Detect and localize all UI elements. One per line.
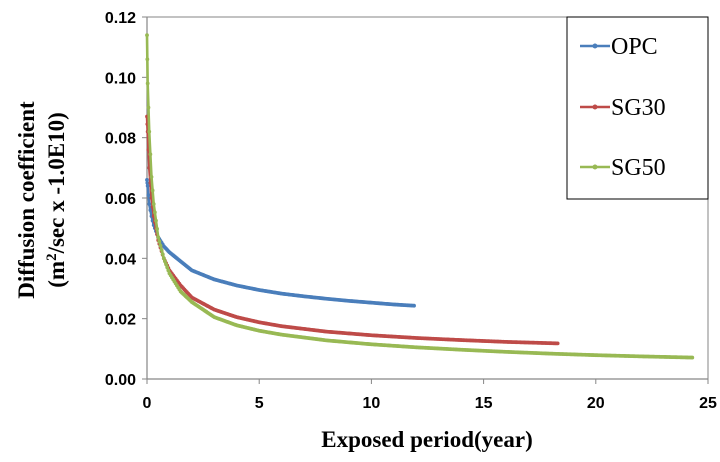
legend-label-sg30: SG30 xyxy=(611,95,666,121)
y-tick-label: 0.00 xyxy=(105,372,136,389)
y-tick-label: 0.04 xyxy=(105,251,136,268)
data-point-sg50 xyxy=(165,265,170,270)
legend-marker-opc xyxy=(592,43,598,49)
series-markers-sg30 xyxy=(145,114,560,346)
data-point-sg30 xyxy=(555,341,560,346)
data-point-opc xyxy=(145,178,149,182)
x-tick-label: 15 xyxy=(475,395,493,412)
x-tick-label: 10 xyxy=(363,395,381,412)
y-tick-label: 0.12 xyxy=(105,10,136,27)
series-markers-sg50 xyxy=(145,33,695,360)
legend-label-sg50: SG50 xyxy=(611,155,666,181)
data-point-sg50 xyxy=(150,188,155,193)
data-point-sg50 xyxy=(159,247,164,252)
legend-item-opc: OPC xyxy=(580,34,658,60)
data-point-sg50 xyxy=(157,239,162,244)
legend-item-sg30: SG30 xyxy=(580,95,666,121)
data-point-sg50 xyxy=(160,252,165,257)
data-point-sg50 xyxy=(152,210,157,215)
data-point-sg50 xyxy=(154,218,158,223)
data-point-sg50 xyxy=(145,57,150,62)
x-tick-label: 0 xyxy=(143,395,152,412)
y-axis-ticks: 0.00 0.02 0.04 0.06 0.08 0.10 0.12 xyxy=(105,10,147,389)
y-tick-label: 0.06 xyxy=(105,191,136,208)
data-point-sg50 xyxy=(151,202,156,206)
legend-marker-sg50 xyxy=(592,164,598,170)
data-point-sg50 xyxy=(690,355,695,360)
y-axis-title-line2: (m2/sec x -1.0E10) xyxy=(44,112,69,288)
x-axis-ticks: 0 5 10 15 20 25 xyxy=(143,379,717,412)
data-point-opc xyxy=(148,208,153,212)
x-tick-label: 20 xyxy=(587,395,605,412)
data-point-sg50 xyxy=(158,243,163,248)
data-point-sg50 xyxy=(149,174,154,179)
data-point-opc xyxy=(145,184,150,188)
data-point-sg50 xyxy=(164,262,168,267)
y-axis-title-line1: Diffusion coefficient xyxy=(14,101,39,299)
data-point-sg50 xyxy=(145,81,150,86)
data-point-opc xyxy=(147,202,152,206)
data-point-sg50 xyxy=(148,152,153,157)
data-point-sg50 xyxy=(166,268,171,273)
y-tick-label: 0.02 xyxy=(105,312,136,329)
y-axis-title: Diffusion coefficient (m2/sec x -1.0E10) xyxy=(14,101,69,299)
series-lines xyxy=(145,33,695,360)
y-axis-title-prefix: (m xyxy=(44,261,69,288)
y-tick-label: 0.10 xyxy=(105,70,136,87)
data-point-opc xyxy=(412,303,416,308)
data-point-sg50 xyxy=(145,33,149,37)
data-point-opc xyxy=(146,193,151,197)
x-tick-label: 25 xyxy=(699,395,717,412)
data-point-sg50 xyxy=(155,227,160,231)
legend-label-opc: OPC xyxy=(611,34,658,60)
legend-item-sg50: SG50 xyxy=(580,155,666,181)
legend: OPC SG30 SG50 xyxy=(566,16,709,200)
y-axis-title-suffix: /sec x -1.0E10) xyxy=(44,112,69,254)
data-point-sg50 xyxy=(156,235,161,240)
data-point-sg50 xyxy=(161,256,166,261)
x-tick-label: 5 xyxy=(255,395,264,412)
data-point-opc xyxy=(145,181,150,185)
data-point-sg50 xyxy=(146,105,151,110)
y-axis-title-superscript: 2 xyxy=(44,253,60,261)
data-point-sg50 xyxy=(147,129,152,134)
series-markers-opc xyxy=(145,178,416,308)
y-tick-label: 0.08 xyxy=(105,131,136,148)
x-axis-title: Exposed period(year) xyxy=(321,427,532,452)
legend-marker-sg30 xyxy=(592,104,598,110)
data-point-sg50 xyxy=(163,259,167,264)
